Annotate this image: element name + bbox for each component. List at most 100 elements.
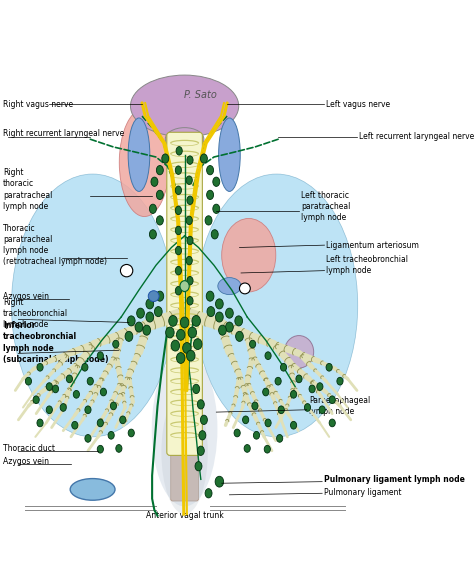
Ellipse shape [278, 406, 284, 414]
Ellipse shape [128, 118, 150, 192]
Ellipse shape [197, 400, 204, 409]
Ellipse shape [137, 308, 145, 318]
Ellipse shape [72, 421, 78, 429]
Text: Left recurrent laryngeal nerve: Left recurrent laryngeal nerve [358, 132, 474, 141]
Circle shape [148, 291, 159, 302]
Ellipse shape [149, 230, 156, 239]
Ellipse shape [219, 325, 226, 335]
Ellipse shape [176, 146, 182, 155]
Ellipse shape [319, 406, 325, 414]
Ellipse shape [187, 196, 193, 205]
Ellipse shape [195, 462, 202, 471]
Ellipse shape [85, 435, 91, 442]
Ellipse shape [156, 216, 164, 225]
Ellipse shape [37, 363, 43, 371]
Text: Thoracic
paratracheal
lymph node
(retrotracheal lymph node): Thoracic paratracheal lymph node (retrot… [3, 224, 107, 266]
Ellipse shape [201, 415, 208, 424]
Ellipse shape [192, 315, 201, 326]
Ellipse shape [215, 476, 224, 487]
Text: P. Sato: P. Sato [184, 90, 217, 100]
Ellipse shape [116, 445, 122, 452]
Ellipse shape [188, 327, 197, 338]
Ellipse shape [60, 404, 66, 411]
Ellipse shape [226, 308, 233, 318]
Ellipse shape [186, 216, 192, 224]
Ellipse shape [128, 429, 134, 437]
Ellipse shape [73, 390, 80, 398]
Ellipse shape [176, 353, 185, 363]
Ellipse shape [206, 291, 214, 301]
Ellipse shape [175, 186, 182, 195]
Ellipse shape [143, 325, 151, 335]
FancyBboxPatch shape [171, 226, 199, 501]
Ellipse shape [219, 118, 240, 192]
Ellipse shape [165, 128, 204, 151]
Ellipse shape [135, 322, 143, 332]
Text: Azygos vein: Azygos vein [3, 457, 49, 466]
Ellipse shape [130, 75, 239, 137]
Ellipse shape [100, 388, 107, 396]
Text: Azygos vein: Azygos vein [3, 292, 49, 301]
Ellipse shape [193, 384, 200, 394]
Ellipse shape [187, 236, 193, 245]
FancyBboxPatch shape [167, 132, 202, 455]
Ellipse shape [176, 329, 185, 340]
Ellipse shape [264, 445, 270, 453]
Ellipse shape [175, 166, 182, 175]
Ellipse shape [243, 416, 249, 424]
Ellipse shape [275, 377, 281, 385]
Ellipse shape [205, 216, 212, 225]
Ellipse shape [226, 322, 233, 332]
Ellipse shape [180, 317, 189, 328]
Ellipse shape [329, 396, 335, 404]
Ellipse shape [205, 489, 212, 498]
Ellipse shape [37, 419, 43, 427]
Ellipse shape [207, 165, 214, 175]
Ellipse shape [175, 226, 182, 235]
Ellipse shape [82, 363, 88, 371]
Text: Right
tracheobronchial
lymph node: Right tracheobronchial lymph node [3, 298, 68, 329]
Ellipse shape [175, 267, 182, 275]
Ellipse shape [218, 278, 241, 295]
Text: Pulmonary ligament: Pulmonary ligament [325, 488, 402, 497]
Ellipse shape [169, 315, 177, 326]
Ellipse shape [119, 416, 126, 424]
Ellipse shape [244, 445, 250, 452]
Ellipse shape [284, 336, 314, 368]
Circle shape [239, 283, 250, 294]
Ellipse shape [66, 375, 73, 383]
Ellipse shape [291, 390, 297, 398]
Circle shape [120, 264, 133, 277]
Text: Right vagus nerve: Right vagus nerve [3, 100, 73, 109]
Ellipse shape [187, 277, 193, 285]
Ellipse shape [252, 402, 258, 410]
Ellipse shape [211, 230, 218, 239]
Ellipse shape [235, 316, 243, 326]
Ellipse shape [254, 431, 260, 439]
Ellipse shape [156, 165, 164, 175]
Ellipse shape [309, 385, 315, 393]
Ellipse shape [337, 377, 343, 385]
Ellipse shape [162, 390, 208, 514]
Ellipse shape [249, 340, 255, 348]
Ellipse shape [201, 154, 208, 163]
Ellipse shape [152, 352, 218, 506]
Ellipse shape [87, 377, 93, 385]
Ellipse shape [97, 445, 103, 453]
Ellipse shape [216, 299, 223, 309]
Ellipse shape [236, 331, 243, 342]
Ellipse shape [110, 402, 117, 410]
Ellipse shape [171, 340, 180, 351]
Ellipse shape [128, 316, 135, 326]
Ellipse shape [199, 431, 206, 440]
Text: Paraesophageal
lymph node: Paraesophageal lymph node [309, 396, 370, 416]
Text: Pulmonary ligament lymph node: Pulmonary ligament lymph node [325, 475, 465, 484]
Ellipse shape [146, 312, 154, 322]
Ellipse shape [265, 352, 271, 360]
Ellipse shape [304, 404, 310, 411]
Ellipse shape [53, 385, 59, 393]
Ellipse shape [146, 299, 154, 309]
Ellipse shape [326, 363, 332, 371]
Ellipse shape [149, 204, 156, 213]
Text: Left vagus nerve: Left vagus nerve [326, 100, 390, 109]
